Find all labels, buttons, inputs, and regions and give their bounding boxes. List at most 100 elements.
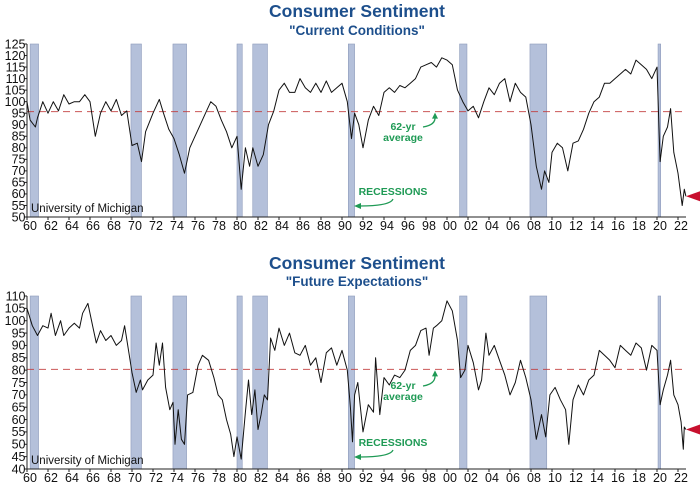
y-tick-label: 90 bbox=[12, 118, 26, 132]
x-tick-label: 00 bbox=[443, 471, 457, 485]
average-arrowhead-icon bbox=[432, 112, 438, 119]
x-tick-label: 92 bbox=[359, 219, 373, 233]
chart-subtitle: "Future Expectations" bbox=[286, 274, 429, 289]
y-tick-label: 60 bbox=[12, 187, 26, 201]
y-tick-label: 100 bbox=[5, 95, 26, 109]
x-tick-label: 66 bbox=[86, 219, 100, 233]
y-tick-label: 110 bbox=[6, 72, 26, 86]
y-tick-label: 80 bbox=[12, 141, 26, 155]
x-tick-label: 16 bbox=[611, 219, 625, 233]
x-tick-label: 60 bbox=[23, 471, 37, 485]
x-tick-label: 00 bbox=[443, 219, 457, 233]
recession-band bbox=[29, 43, 39, 218]
x-tick-label: 96 bbox=[401, 471, 415, 485]
x-tick-label: 78 bbox=[212, 219, 226, 233]
x-tick-label: 20 bbox=[653, 471, 667, 485]
y-tick-label: 100 bbox=[5, 314, 26, 328]
average-annotation-line1: 62-yr bbox=[390, 121, 415, 133]
x-tick-label: 90 bbox=[338, 219, 352, 233]
x-tick-label: 82 bbox=[254, 219, 268, 233]
recession-band bbox=[172, 43, 187, 218]
x-tick-label: 96 bbox=[401, 219, 415, 233]
y-tick-label: 65 bbox=[12, 401, 26, 415]
x-tick-label: 16 bbox=[611, 471, 625, 485]
recessions-arrow-icon bbox=[359, 198, 394, 207]
x-tick-label: 98 bbox=[422, 219, 436, 233]
recession-band bbox=[236, 43, 243, 218]
sentiment-line bbox=[26, 300, 687, 460]
x-tick-label: 84 bbox=[275, 471, 289, 485]
recession-band bbox=[459, 295, 468, 470]
x-tick-label: 66 bbox=[86, 471, 100, 485]
x-tick-label: 14 bbox=[590, 219, 604, 233]
x-tick-label: 08 bbox=[527, 471, 541, 485]
x-tick-label: 90 bbox=[338, 471, 352, 485]
x-tick-label: 64 bbox=[65, 219, 79, 233]
x-tick-label: 10 bbox=[548, 471, 562, 485]
x-tick-label: 68 bbox=[107, 471, 121, 485]
x-tick-label: 86 bbox=[296, 471, 310, 485]
x-tick-label: 98 bbox=[422, 471, 436, 485]
y-tick-label: 110 bbox=[6, 289, 26, 303]
recessions-annotation: RECESSIONS bbox=[359, 186, 428, 198]
average-annotation-line2: average bbox=[383, 391, 423, 403]
y-tick-label: 60 bbox=[12, 413, 26, 427]
sentiment-line bbox=[26, 57, 687, 206]
x-tick-label: 88 bbox=[317, 471, 331, 485]
x-tick-label: 60 bbox=[23, 219, 37, 233]
x-tick-label: 70 bbox=[128, 471, 142, 485]
x-tick-label: 22 bbox=[674, 471, 688, 485]
x-tick-label: 12 bbox=[569, 471, 583, 485]
y-tick-label: 85 bbox=[12, 130, 26, 144]
recessions-arrow-icon bbox=[359, 449, 394, 458]
y-tick-label: 70 bbox=[12, 388, 26, 402]
x-tick-label: 72 bbox=[149, 219, 163, 233]
average-annotation-line2: average bbox=[383, 132, 423, 144]
recession-band bbox=[130, 43, 142, 218]
y-tick-label: 55 bbox=[12, 425, 26, 439]
x-tick-label: 84 bbox=[275, 219, 289, 233]
x-tick-label: 74 bbox=[170, 219, 184, 233]
x-tick-label: 02 bbox=[464, 219, 478, 233]
x-tick-label: 92 bbox=[359, 471, 373, 485]
x-tick-label: 70 bbox=[128, 219, 142, 233]
source-label: University of Michigan bbox=[31, 203, 143, 215]
x-tick-label: 76 bbox=[191, 219, 205, 233]
y-tick-label: 75 bbox=[12, 153, 26, 167]
x-tick-label: 72 bbox=[149, 471, 163, 485]
x-tick-label: 78 bbox=[212, 471, 226, 485]
average-annotation-line1: 62-yr bbox=[390, 380, 415, 392]
y-tick-label: 55 bbox=[12, 199, 26, 213]
recessions-arrowhead-icon bbox=[354, 203, 361, 209]
y-tick-label: 95 bbox=[12, 107, 26, 121]
recessions-arrowhead-icon bbox=[354, 454, 361, 460]
x-tick-label: 94 bbox=[380, 471, 394, 485]
recessions-annotation: RECESSIONS bbox=[359, 437, 428, 449]
x-tick-label: 04 bbox=[485, 219, 499, 233]
recession-band bbox=[459, 43, 468, 218]
x-tick-label: 68 bbox=[107, 219, 121, 233]
x-tick-label: 86 bbox=[296, 219, 310, 233]
y-tick-label: 105 bbox=[5, 83, 26, 97]
x-tick-label: 62 bbox=[44, 219, 58, 233]
y-tick-label: 75 bbox=[12, 376, 26, 390]
recession-band bbox=[347, 43, 355, 218]
recession-band bbox=[529, 295, 548, 470]
y-tick-label: 115 bbox=[6, 60, 26, 74]
x-tick-label: 06 bbox=[506, 471, 520, 485]
y-tick-label: 70 bbox=[12, 164, 26, 178]
x-tick-label: 04 bbox=[485, 471, 499, 485]
recession-band bbox=[252, 43, 268, 218]
latest-value-arrow-icon bbox=[686, 424, 700, 435]
x-tick-label: 18 bbox=[632, 219, 646, 233]
y-tick-label: 125 bbox=[5, 37, 26, 51]
y-tick-label: 85 bbox=[12, 351, 26, 365]
chart-panel-1: Consumer Sentiment "Current Conditions" 50… bbox=[5, 1, 700, 233]
chart-title: Consumer Sentiment bbox=[269, 253, 445, 273]
x-tick-label: 14 bbox=[590, 471, 604, 485]
y-tick-label: 80 bbox=[12, 363, 26, 377]
x-tick-label: 88 bbox=[317, 219, 331, 233]
latest-value-arrow-icon bbox=[686, 191, 700, 202]
x-tick-label: 76 bbox=[191, 471, 205, 485]
